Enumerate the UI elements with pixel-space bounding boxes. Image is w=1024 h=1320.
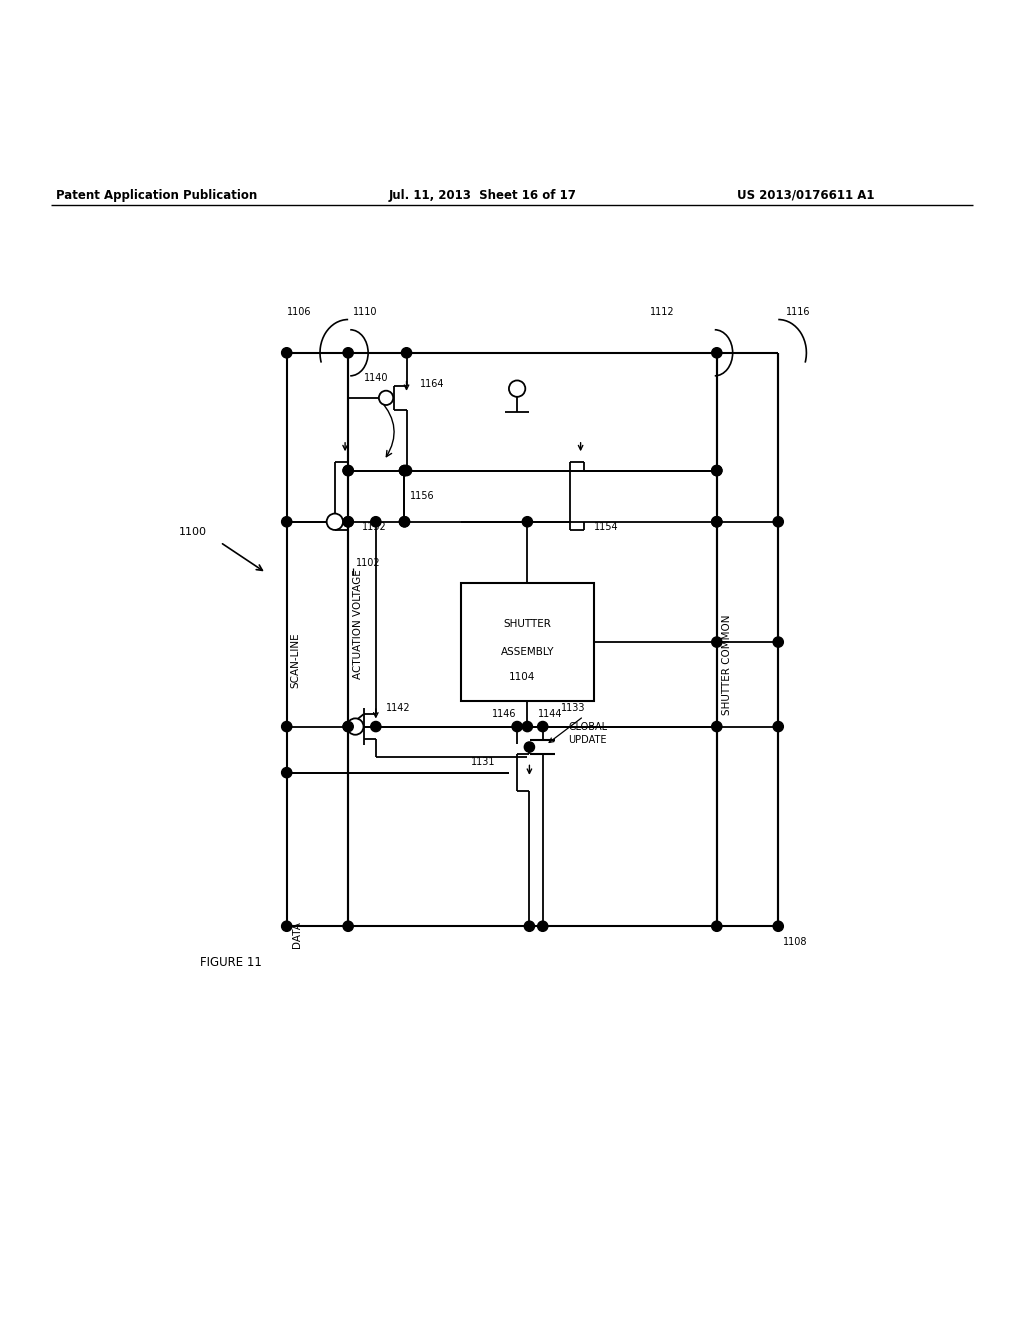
Text: DATA: DATA <box>292 921 302 948</box>
Bar <box>461 583 594 701</box>
Text: 1140: 1140 <box>364 374 388 383</box>
Circle shape <box>712 638 722 647</box>
Text: SHUTTER: SHUTTER <box>504 619 551 630</box>
Circle shape <box>343 466 353 475</box>
Text: 1152: 1152 <box>361 521 386 532</box>
Circle shape <box>712 347 722 358</box>
Circle shape <box>399 516 410 527</box>
Circle shape <box>712 466 722 475</box>
Circle shape <box>522 516 532 527</box>
Circle shape <box>712 722 722 731</box>
Circle shape <box>401 466 412 475</box>
Text: FIGURE 11: FIGURE 11 <box>200 956 261 969</box>
Circle shape <box>343 466 353 475</box>
Circle shape <box>712 516 722 527</box>
Circle shape <box>712 516 722 527</box>
Circle shape <box>343 722 353 731</box>
Circle shape <box>347 718 364 735</box>
Text: SCAN-LINE: SCAN-LINE <box>290 632 300 688</box>
Circle shape <box>282 722 292 731</box>
Circle shape <box>399 466 410 475</box>
Circle shape <box>282 921 292 932</box>
Text: SHUTTER COMMON: SHUTTER COMMON <box>722 615 732 715</box>
Text: 1133: 1133 <box>561 704 586 713</box>
Text: 1100: 1100 <box>179 527 207 537</box>
Text: 1142: 1142 <box>386 704 411 713</box>
Circle shape <box>522 722 532 731</box>
Text: 1164: 1164 <box>420 379 444 388</box>
Text: 1112: 1112 <box>650 306 675 317</box>
Text: 1102: 1102 <box>356 558 381 568</box>
Circle shape <box>343 347 353 358</box>
Text: US 2013/0176611 A1: US 2013/0176611 A1 <box>737 189 874 202</box>
Circle shape <box>512 722 522 731</box>
Text: 1146: 1146 <box>492 709 516 719</box>
Circle shape <box>401 347 412 358</box>
Text: ASSEMBLY: ASSEMBLY <box>501 647 554 656</box>
Circle shape <box>524 742 535 752</box>
Circle shape <box>343 921 353 932</box>
Circle shape <box>399 516 410 527</box>
Circle shape <box>773 516 783 527</box>
Circle shape <box>282 767 292 777</box>
Text: 1104: 1104 <box>509 672 536 682</box>
Circle shape <box>773 722 783 731</box>
Text: 1110: 1110 <box>353 306 378 317</box>
Text: Jul. 11, 2013  Sheet 16 of 17: Jul. 11, 2013 Sheet 16 of 17 <box>389 189 577 202</box>
Text: UPDATE: UPDATE <box>568 735 607 744</box>
Text: 1144: 1144 <box>538 709 562 719</box>
Text: 1131: 1131 <box>471 758 496 767</box>
Text: ACTUATION VOLTAGE: ACTUATION VOLTAGE <box>353 569 364 678</box>
Circle shape <box>509 380 525 397</box>
Circle shape <box>282 516 292 527</box>
Circle shape <box>327 513 343 529</box>
Circle shape <box>343 516 353 527</box>
Text: 1116: 1116 <box>786 306 811 317</box>
Text: GLOBAL: GLOBAL <box>568 722 607 731</box>
Circle shape <box>282 347 292 358</box>
Circle shape <box>343 516 353 527</box>
Circle shape <box>371 722 381 731</box>
Text: 1108: 1108 <box>783 937 808 946</box>
Circle shape <box>538 921 548 932</box>
Circle shape <box>712 921 722 932</box>
Circle shape <box>371 516 381 527</box>
Circle shape <box>399 466 410 475</box>
Text: 1154: 1154 <box>594 521 618 532</box>
Text: Patent Application Publication: Patent Application Publication <box>56 189 258 202</box>
Circle shape <box>343 722 353 731</box>
Circle shape <box>773 921 783 932</box>
Circle shape <box>712 466 722 475</box>
Text: 1106: 1106 <box>287 306 311 317</box>
Circle shape <box>379 391 393 405</box>
Text: 1156: 1156 <box>410 491 434 502</box>
Circle shape <box>538 722 548 731</box>
Circle shape <box>773 638 783 647</box>
Circle shape <box>524 921 535 932</box>
